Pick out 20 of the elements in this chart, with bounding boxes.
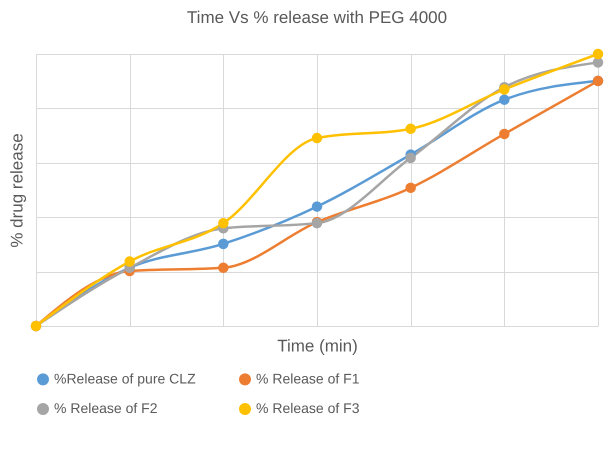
point [405,182,416,194]
legend-label: %Release of pure CLZ [54,370,196,386]
point [218,238,229,250]
legend-label: % Release of F3 [256,400,360,416]
point [499,94,510,105]
legend-label: % Release of F1 [256,370,360,386]
point [499,84,510,95]
point [592,48,604,60]
point [312,132,322,144]
chart-title: Time Vs % release with PEG 4000 [186,8,448,27]
y-axis-title: % drug release [8,133,26,248]
point [124,256,135,267]
x-axis-title: Time (min) [277,336,358,356]
legend-label: % Release of F2 [54,400,158,416]
point [405,124,416,134]
point [499,128,510,140]
point [218,262,229,274]
point [218,218,229,228]
point [405,152,416,164]
point [312,201,322,212]
